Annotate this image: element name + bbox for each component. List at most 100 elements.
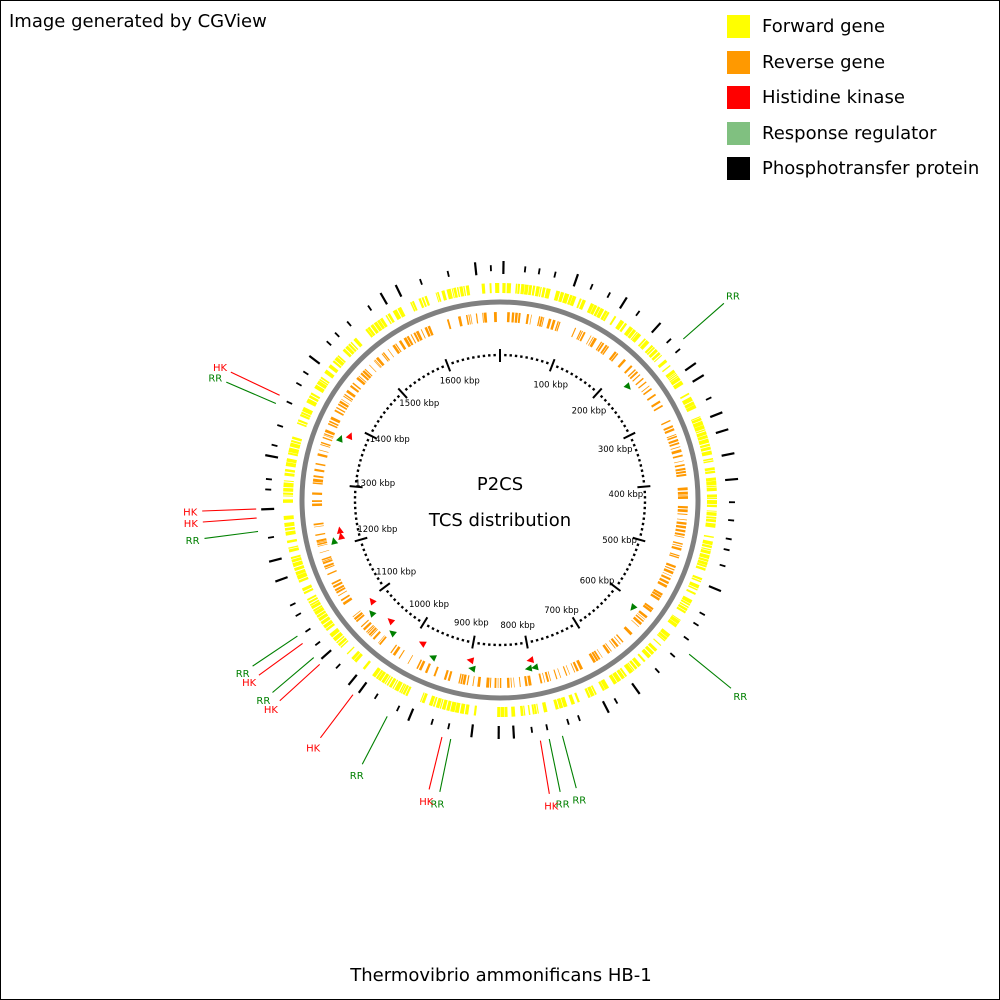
scale-minor-tick bbox=[583, 381, 587, 385]
forward-gene-segment bbox=[701, 450, 713, 457]
scale-minor-tick bbox=[451, 361, 455, 365]
outer-tick-mark bbox=[719, 563, 726, 568]
forward-gene-segment bbox=[639, 339, 650, 350]
reverse-gene-segment bbox=[638, 610, 648, 619]
forward-gene-segment bbox=[286, 458, 297, 464]
forward-gene-segment bbox=[662, 364, 671, 373]
forward-gene-segment bbox=[328, 364, 339, 374]
hk-callout-label: HK bbox=[419, 797, 434, 808]
reverse-gene-segment bbox=[661, 419, 671, 426]
outer-tick-mark bbox=[692, 374, 705, 383]
callout-line bbox=[279, 663, 321, 702]
scale-minor-tick bbox=[373, 572, 377, 576]
reverse-gene-segment bbox=[332, 581, 343, 589]
forward-gene-segment bbox=[590, 304, 598, 316]
reverse-gene-segment bbox=[337, 403, 348, 410]
callout-line bbox=[230, 371, 280, 396]
reverse-gene-segment bbox=[406, 335, 414, 346]
reverse-gene-segment bbox=[336, 587, 346, 594]
outer-tick-mark bbox=[447, 723, 451, 730]
scale-minor-tick bbox=[628, 563, 632, 567]
scale-label: 1300 kbp bbox=[355, 479, 395, 489]
scale-label: 300 kbp bbox=[598, 445, 633, 455]
forward-gene-segment bbox=[598, 681, 606, 692]
forward-gene-segment bbox=[285, 461, 297, 468]
reverse-gene-segment bbox=[433, 666, 439, 677]
forward-gene-segment bbox=[692, 420, 704, 429]
forward-gene-segment bbox=[384, 675, 391, 685]
outer-tick-mark bbox=[268, 557, 282, 563]
reverse-gene-segment bbox=[623, 626, 633, 636]
forward-gene-segment bbox=[697, 434, 708, 441]
forward-gene-segment bbox=[653, 354, 663, 363]
reverse-gene-segment bbox=[398, 649, 405, 659]
reverse-gene-segment bbox=[427, 325, 434, 336]
forward-gene-segment bbox=[691, 417, 702, 424]
outer-tick-mark bbox=[577, 715, 581, 722]
forward-gene-segment bbox=[377, 671, 387, 682]
forward-gene-segment bbox=[679, 392, 690, 400]
reverse-gene-segment bbox=[653, 404, 664, 412]
outer-tick-mark bbox=[419, 278, 423, 285]
legend-item-reverse-gene: Reverse gene bbox=[727, 45, 979, 81]
legend-label-histidine-kinase: Histidine kinase bbox=[762, 87, 905, 109]
forward-gene-segment bbox=[667, 372, 677, 380]
scale-major-tick bbox=[637, 485, 651, 489]
scale-minor-tick bbox=[610, 589, 615, 594]
scale-minor-tick bbox=[456, 637, 460, 641]
scale-minor-tick bbox=[545, 361, 549, 365]
reverse-gene-segment bbox=[588, 653, 596, 664]
outer-tick-mark bbox=[304, 627, 311, 633]
forward-gene-segment bbox=[334, 356, 345, 367]
hk-callout-label: HK bbox=[184, 519, 199, 530]
center-title-line-2: TCS distribution bbox=[428, 510, 571, 531]
hk-marker bbox=[418, 641, 427, 648]
reverse-gene-segment bbox=[395, 343, 402, 353]
scale-minor-tick bbox=[570, 624, 574, 628]
scale-minor-tick bbox=[364, 443, 368, 447]
rr-callout-label: RR bbox=[236, 669, 250, 680]
scale-minor-tick bbox=[360, 453, 364, 457]
reverse-gene-segment bbox=[595, 341, 603, 351]
forward-gene-segment bbox=[290, 554, 301, 560]
rr-callout-label: RR bbox=[572, 796, 586, 807]
forward-gene-segment bbox=[657, 359, 668, 369]
forward-gene-segment bbox=[288, 447, 300, 455]
forward-gene-segment bbox=[665, 369, 676, 379]
rr-callout-label: RR bbox=[726, 291, 740, 302]
scale-major-tick bbox=[609, 582, 622, 592]
reverse-gene-segment bbox=[355, 614, 365, 623]
scale-minor-tick bbox=[389, 402, 393, 407]
legend-item-response-regulator: Response regulator bbox=[727, 116, 979, 152]
forward-gene-segment bbox=[684, 401, 695, 409]
callout-line bbox=[539, 740, 550, 794]
legend-swatch-forward-gene bbox=[727, 15, 750, 39]
legend-swatch-histidine-kinase bbox=[727, 86, 750, 110]
forward-gene-segment bbox=[375, 669, 384, 680]
scale-minor-tick bbox=[565, 626, 569, 631]
forward-gene-segment bbox=[667, 618, 678, 628]
outer-tick-mark bbox=[674, 348, 681, 354]
hk-callout-label: HK bbox=[306, 743, 321, 754]
hk-marker bbox=[466, 657, 475, 665]
scale-minor-tick bbox=[614, 410, 618, 415]
rr-callout-label: RR bbox=[186, 536, 200, 547]
forward-gene-segment bbox=[685, 404, 697, 413]
reverse-gene-segment bbox=[665, 562, 677, 569]
reverse-gene-segment bbox=[627, 369, 636, 378]
reverse-gene-segment bbox=[544, 671, 550, 682]
reverse-gene-segment bbox=[610, 638, 619, 648]
hk-marker bbox=[369, 597, 377, 606]
scale-minor-tick bbox=[376, 419, 380, 424]
forward-gene-segment bbox=[672, 380, 684, 390]
reverse-gene-segment bbox=[663, 568, 674, 575]
reverse-gene-segment bbox=[659, 577, 670, 585]
scale-minor-tick bbox=[630, 438, 634, 442]
forward-gene-segment bbox=[641, 648, 652, 659]
legend-label-forward-gene: Forward gene bbox=[762, 16, 886, 38]
outer-tick-mark bbox=[666, 338, 672, 344]
forward-gene-segment bbox=[587, 686, 595, 697]
forward-gene-segment bbox=[302, 406, 314, 416]
forward-gene-segment bbox=[637, 338, 647, 347]
tcs-marker-track bbox=[331, 382, 638, 673]
